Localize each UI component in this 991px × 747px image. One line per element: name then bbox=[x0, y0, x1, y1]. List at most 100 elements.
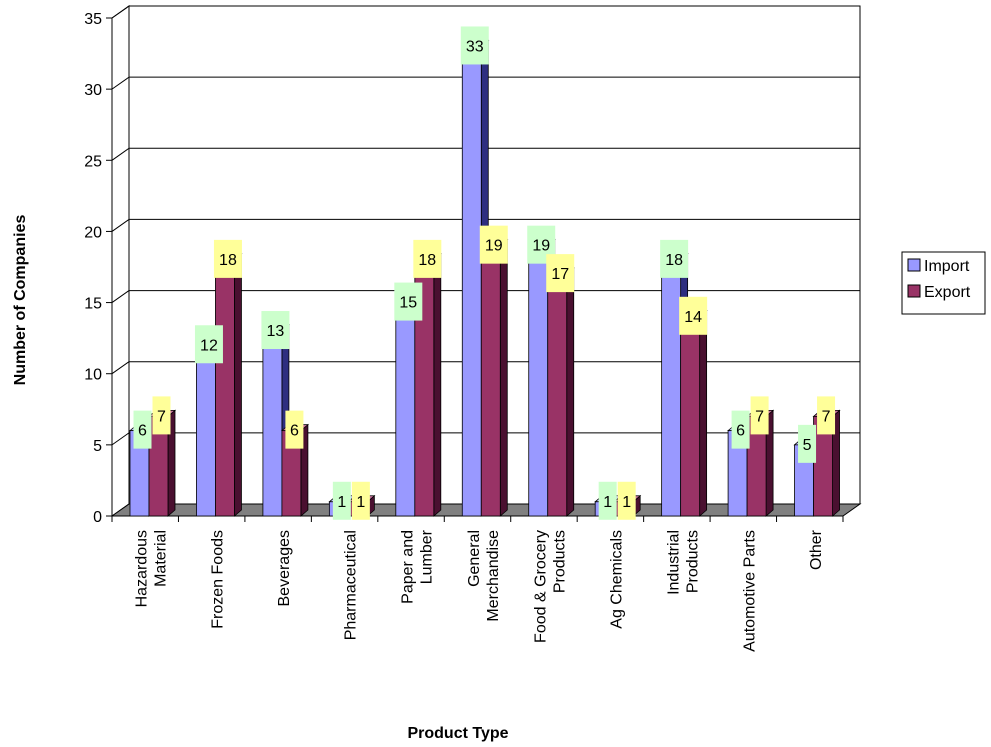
gridline-side bbox=[111, 219, 130, 232]
bar-side bbox=[566, 267, 575, 517]
data-label-export: 17 bbox=[551, 266, 569, 283]
data-label-import: 6 bbox=[736, 423, 745, 440]
data-label-import-bg bbox=[798, 424, 817, 463]
y-tick-label: 10 bbox=[84, 367, 102, 384]
bar-side bbox=[433, 253, 442, 517]
data-label-import-bg bbox=[194, 325, 223, 364]
data-label-export: 1 bbox=[356, 494, 365, 511]
x-category-line: General bbox=[466, 530, 483, 587]
data-label-import: 5 bbox=[803, 437, 812, 454]
legend-swatch bbox=[907, 258, 921, 272]
data-label-import: 1 bbox=[603, 494, 612, 511]
data-label-import: 18 bbox=[665, 252, 683, 269]
x-category-line: Food & Grocery bbox=[532, 530, 549, 643]
bar-export bbox=[215, 259, 235, 517]
y-tick-label: 5 bbox=[93, 438, 102, 455]
data-label-export-bg bbox=[351, 481, 370, 520]
x-category-line: Merchandise bbox=[485, 530, 502, 622]
data-label-export-bg bbox=[817, 396, 836, 435]
data-label-export-bg bbox=[679, 296, 708, 335]
bar-side bbox=[499, 238, 508, 517]
data-label-import: 19 bbox=[532, 238, 550, 255]
x-category-line: Other bbox=[808, 529, 825, 570]
x-category-label: Automotive Parts bbox=[741, 530, 758, 652]
gridline-side bbox=[111, 5, 130, 19]
x-category-label: Beverages bbox=[276, 530, 293, 607]
data-label-export-bg bbox=[413, 239, 442, 278]
x-category-label: Hazardous Material bbox=[134, 530, 170, 607]
y-axis-title: Number of Companies bbox=[12, 215, 29, 386]
x-category-label: Paper and Lumber bbox=[400, 529, 436, 604]
x-category-line: Lumber bbox=[419, 529, 436, 584]
data-label-export: 6 bbox=[290, 423, 299, 440]
bar-export bbox=[547, 273, 568, 517]
data-label-export-bg bbox=[285, 410, 304, 449]
x-category-line: Paper and bbox=[400, 530, 417, 604]
x-category-line: Beverages bbox=[276, 530, 293, 607]
data-label-import-bg bbox=[731, 410, 750, 449]
x-category-label: General Merchandise bbox=[466, 530, 502, 622]
data-label-export-bg bbox=[213, 239, 242, 278]
y-tick-label: 20 bbox=[84, 224, 102, 241]
legend-swatch bbox=[907, 284, 921, 298]
data-label-import-bg bbox=[460, 26, 489, 65]
y-tick-label: 0 bbox=[93, 509, 102, 526]
bar-export bbox=[680, 316, 701, 517]
data-label-import: 6 bbox=[138, 423, 147, 440]
data-label-import: 15 bbox=[399, 295, 417, 312]
y-tick-label: 35 bbox=[84, 11, 102, 28]
data-label-export: 18 bbox=[219, 252, 237, 269]
data-label-export-bg bbox=[152, 396, 171, 435]
data-label-import-bg bbox=[133, 410, 152, 449]
bar-import bbox=[196, 344, 216, 517]
x-category-label: Food & Grocery Products bbox=[532, 530, 568, 643]
x-category-label: Ag Chemicals bbox=[608, 530, 625, 629]
data-label-import: 13 bbox=[267, 323, 285, 340]
x-category-line: Pharmaceutical bbox=[343, 530, 360, 640]
data-label-import-bg bbox=[261, 311, 290, 350]
data-label-export: 1 bbox=[622, 494, 631, 511]
x-category-line: Products bbox=[684, 530, 701, 593]
bar-import bbox=[395, 302, 416, 517]
side-wall bbox=[111, 5, 130, 517]
bar-import bbox=[262, 330, 283, 517]
bar-side bbox=[234, 253, 242, 517]
x-category-line: Material bbox=[153, 530, 170, 587]
data-label-export: 7 bbox=[755, 408, 764, 425]
gridline-side bbox=[111, 76, 130, 90]
data-label-export: 18 bbox=[418, 252, 436, 269]
data-label-export-bg bbox=[617, 481, 636, 520]
data-label-import: 12 bbox=[200, 337, 218, 354]
x-category-line: Ag Chemicals bbox=[608, 530, 625, 629]
x-category-line: Products bbox=[551, 530, 568, 593]
x-category-line: Automotive Parts bbox=[741, 530, 758, 652]
legend-label: Import bbox=[924, 258, 970, 275]
y-tick-label: 15 bbox=[84, 296, 102, 313]
x-category-label: Other bbox=[808, 529, 825, 570]
data-label-import: 1 bbox=[337, 494, 346, 511]
data-label-export-bg bbox=[479, 225, 508, 264]
data-label-export: 7 bbox=[822, 408, 831, 425]
bar-import bbox=[661, 259, 682, 517]
x-category-label: Pharmaceutical bbox=[343, 530, 360, 640]
x-category-label: Industrial Products bbox=[665, 530, 701, 595]
data-label-export-bg bbox=[546, 254, 575, 293]
x-category-line: Frozen Foods bbox=[210, 530, 227, 629]
data-label-export: 14 bbox=[684, 309, 702, 326]
data-label-export: 19 bbox=[485, 238, 503, 255]
data-label-export-bg bbox=[750, 396, 769, 435]
data-label-export: 7 bbox=[157, 408, 166, 425]
bar-import bbox=[461, 46, 482, 517]
gridline-side bbox=[111, 147, 130, 161]
bar-side bbox=[699, 309, 708, 517]
gridline-side bbox=[111, 290, 130, 303]
legend-label: Export bbox=[924, 284, 971, 301]
gridline-side bbox=[111, 361, 130, 375]
gridline-side bbox=[111, 432, 130, 446]
data-label-import-bg bbox=[394, 282, 423, 321]
x-category-line: Hazardous bbox=[134, 530, 151, 607]
bar-import bbox=[528, 245, 549, 517]
x-axis-title: Product Type bbox=[407, 725, 508, 742]
